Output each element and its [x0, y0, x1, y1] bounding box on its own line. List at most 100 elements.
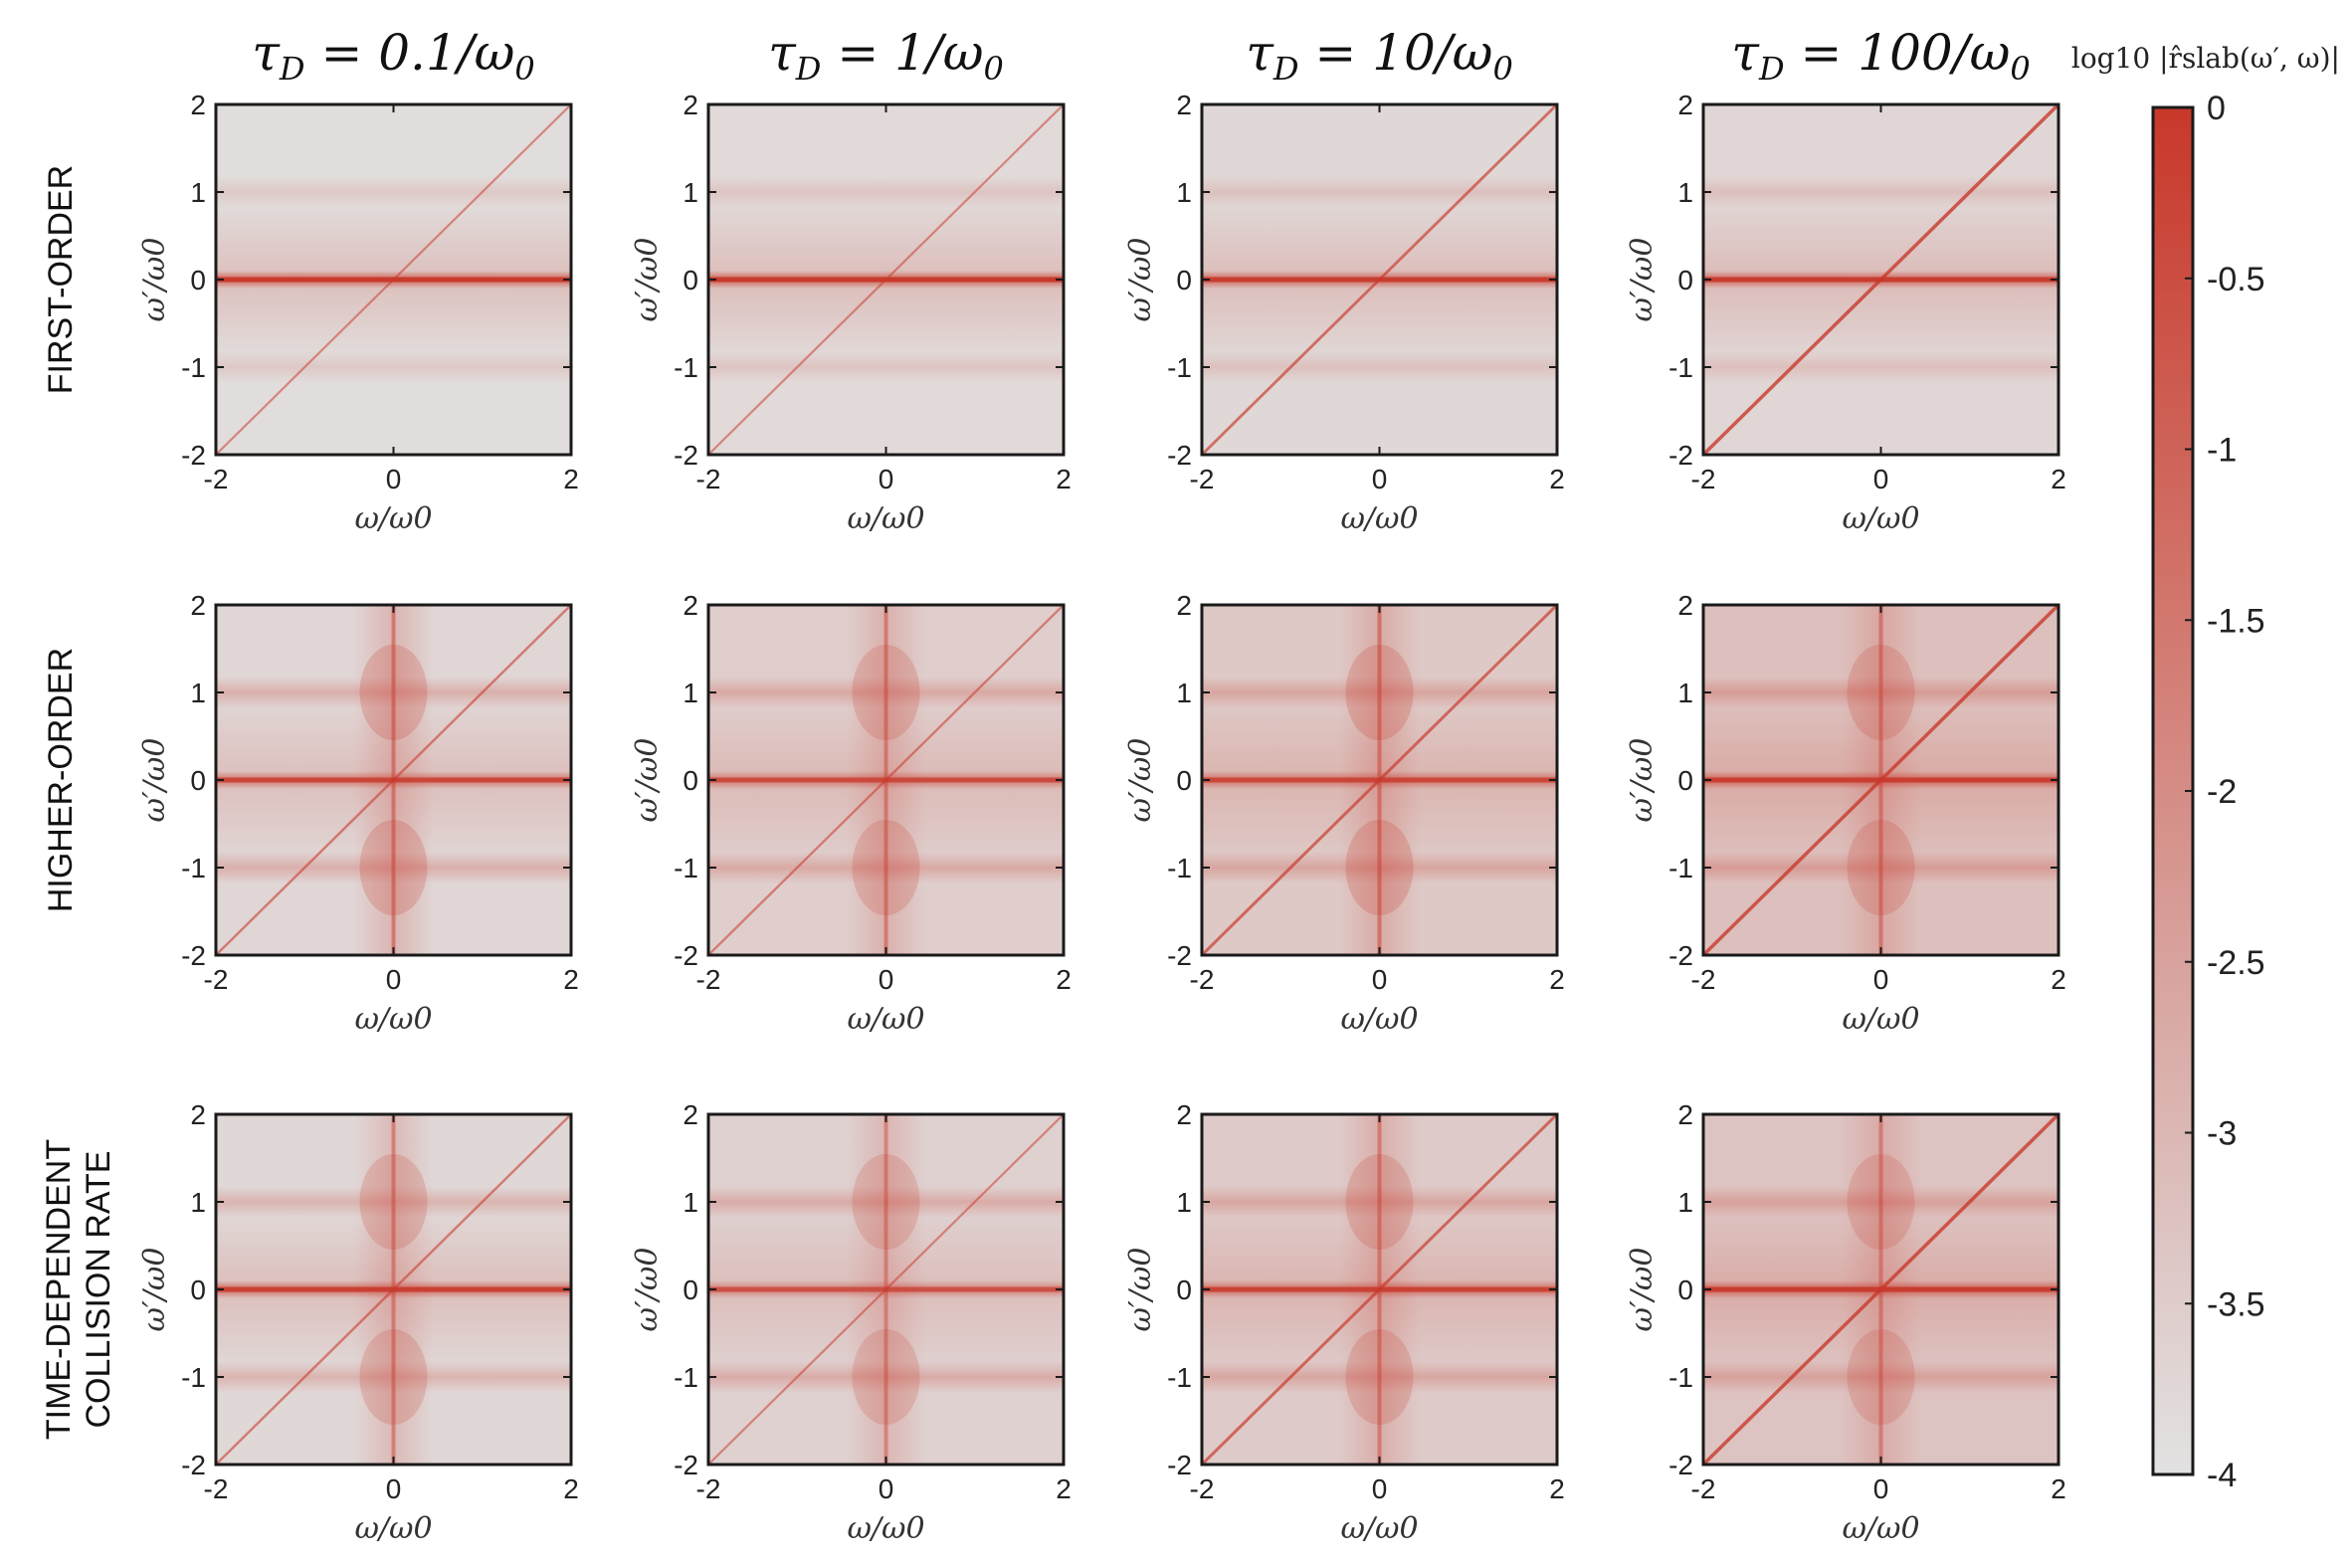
panel-r3-c2: -2 -1 0 1 2 -2 0 2 ω/ω0 ω′/ω0: [630, 1099, 1072, 1546]
ytick-label: -2: [674, 940, 698, 971]
xtick-label: 2: [2051, 964, 2066, 995]
band-plus-one: [1202, 176, 1557, 208]
xtick-label: -2: [696, 464, 721, 494]
x-axis-label: ω/ω0: [1340, 501, 1418, 536]
xtick-label: -2: [696, 964, 721, 995]
ytick-label: -2: [674, 1450, 698, 1480]
row-title-3-line-1: TIME-DEPENDENT: [40, 1139, 78, 1440]
ytick-label: 0: [1176, 765, 1192, 796]
x-axis-label: ω/ω0: [847, 1002, 924, 1037]
band-minus-one: [1202, 351, 1557, 383]
ytick-label: 0: [1176, 1274, 1192, 1305]
peak-plus-one: [1847, 645, 1915, 740]
xtick-label: -2: [204, 964, 229, 995]
x-axis-label: ω/ω0: [1842, 1002, 1919, 1037]
panel-r1-c3: -2 -1 0 1 2 -2 0 2 ω/ω0 ω′/ω0: [1123, 90, 1565, 536]
ytick-label: -2: [674, 440, 698, 471]
ytick-label: 0: [190, 1274, 206, 1305]
x-axis-label: ω/ω0: [1842, 501, 1919, 536]
xtick-label: 2: [1056, 1473, 1072, 1504]
peak-minus-one: [1345, 820, 1414, 915]
xtick-label: 0: [879, 964, 894, 995]
ytick-label: -1: [1668, 352, 1693, 383]
panel-r3-c4: -2 -1 0 1 2 -2 0 2 ω/ω0 ω′/ω0: [1625, 1099, 2066, 1546]
y-axis-label: ω′/ω0: [1625, 738, 1660, 823]
xtick-label: 0: [879, 464, 894, 494]
ytick-label: 1: [1176, 678, 1192, 708]
xtick-label: -2: [696, 1473, 721, 1504]
xtick-label: -2: [204, 464, 229, 494]
x-axis-label: ω/ω0: [1340, 1511, 1418, 1546]
ytick-label: 1: [1176, 177, 1192, 208]
ytick-label: 1: [683, 177, 698, 208]
y-axis-label: ω′/ω0: [1625, 238, 1660, 322]
ytick-label: -2: [1668, 940, 1693, 971]
peak-minus-one: [1345, 1329, 1414, 1425]
xtick-label: -2: [1691, 1473, 1716, 1504]
xtick-label: 0: [1873, 464, 1889, 494]
ytick-label: -1: [181, 853, 206, 883]
colorbar-tick-label: -3: [2207, 1115, 2237, 1153]
peak-minus-one: [359, 820, 428, 915]
xtick-label: 0: [1873, 1473, 1889, 1504]
ytick-label: 0: [1176, 265, 1192, 295]
ytick-label: 1: [190, 177, 206, 208]
ytick-label: -2: [1167, 440, 1192, 471]
y-axis-label: ω′/ω0: [137, 238, 172, 322]
xtick-label: 2: [1056, 964, 1072, 995]
peak-plus-one: [1345, 645, 1414, 740]
column-titles: τD = 0.1/ω0 τD = 1/ω0 τD = 10/ω0 τD = 100/ω…: [252, 24, 2030, 88]
band-minus-one: [708, 351, 1064, 383]
xtick-label: -2: [1190, 464, 1215, 494]
panel-r2-c1: -2 -1 0 1 2 -2 0 2 ω/ω0 ω′/ω0: [137, 590, 579, 1037]
xtick-label: -2: [1190, 1473, 1215, 1504]
ytick-label: 2: [1677, 590, 1693, 621]
row-titles: FIRST-ORDER HIGHER-ORDER TIME-DEPENDENT COL…: [40, 165, 117, 1440]
colorbar-tick-label: -4: [2207, 1457, 2237, 1494]
colorbar-tick-label: -2: [2207, 773, 2237, 811]
ytick-label: 1: [1677, 678, 1693, 708]
ytick-label: 1: [683, 678, 698, 708]
y-axis-label: ω′/ω0: [1625, 1248, 1660, 1332]
row-title-3-line-2: COLLISION RATE: [80, 1151, 117, 1429]
xtick-label: 0: [386, 964, 402, 995]
ytick-label: -1: [181, 352, 206, 383]
ytick-label: 2: [1176, 590, 1192, 621]
ytick-label: 2: [190, 90, 206, 120]
xtick-label: -2: [1190, 964, 1215, 995]
ytick-label: 1: [190, 1187, 206, 1218]
y-axis-label: ω′/ω0: [137, 1248, 172, 1332]
peak-minus-one: [1847, 820, 1915, 915]
ytick-label: 0: [1677, 765, 1693, 796]
xtick-label: 2: [563, 464, 579, 494]
column-title-4: τD = 100/ω0: [1731, 24, 2030, 88]
ytick-label: -1: [674, 1362, 698, 1393]
xtick-label: 0: [879, 1473, 894, 1504]
xtick-label: 0: [1372, 1473, 1388, 1504]
ytick-label: 1: [1677, 177, 1693, 208]
ytick-label: -1: [1668, 853, 1693, 883]
column-title-1: τD = 0.1/ω0: [252, 24, 535, 88]
ytick-label: -2: [1668, 1450, 1693, 1480]
x-axis-label: ω/ω0: [354, 1002, 432, 1037]
panel-r3-c1: -2 -1 0 1 2 -2 0 2 ω/ω0 ω′/ω0: [137, 1099, 579, 1546]
ytick-label: -1: [1167, 1362, 1192, 1393]
ytick-label: 2: [1677, 1099, 1693, 1130]
ytick-label: -1: [1167, 853, 1192, 883]
colorbar-tick-label: 0: [2207, 90, 2226, 127]
y-axis-label: ω′/ω0: [1123, 238, 1158, 322]
ytick-label: -1: [674, 352, 698, 383]
column-title-2: τD = 1/ω0: [768, 24, 1004, 88]
xtick-label: 2: [1549, 964, 1565, 995]
ytick-label: 1: [1677, 1187, 1693, 1218]
xtick-label: 2: [2051, 464, 2066, 494]
xtick-label: 0: [1372, 964, 1388, 995]
peak-minus-one: [1847, 1329, 1915, 1425]
peak-plus-one: [359, 1154, 428, 1250]
xtick-label: 2: [1549, 1473, 1565, 1504]
ytick-label: 2: [683, 90, 698, 120]
ytick-label: 0: [683, 1274, 698, 1305]
ytick-label: 2: [190, 1099, 206, 1130]
ytick-label: 2: [1176, 90, 1192, 120]
xtick-label: 2: [1056, 464, 1072, 494]
